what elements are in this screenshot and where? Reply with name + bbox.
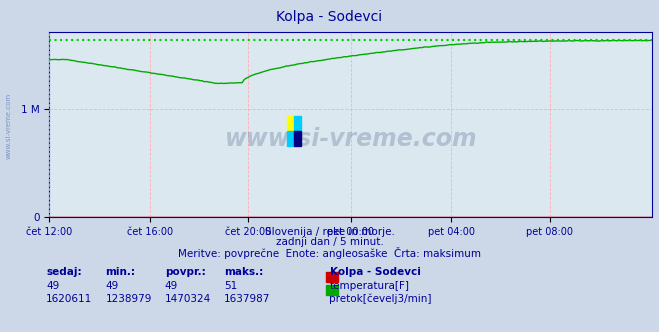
Text: Kolpa - Sodevci: Kolpa - Sodevci — [330, 267, 420, 277]
Text: www.si-vreme.com: www.si-vreme.com — [225, 127, 477, 151]
Text: Meritve: povprečne  Enote: angleosaške  Črta: maksimum: Meritve: povprečne Enote: angleosaške Čr… — [178, 247, 481, 259]
Text: sedaj:: sedaj: — [46, 267, 82, 277]
Text: 49: 49 — [46, 281, 59, 290]
Text: zadnji dan / 5 minut.: zadnji dan / 5 minut. — [275, 237, 384, 247]
Text: 49: 49 — [105, 281, 119, 290]
Text: temperatura[F]: temperatura[F] — [330, 281, 409, 290]
Text: 49: 49 — [165, 281, 178, 290]
Text: maks.:: maks.: — [224, 267, 264, 277]
Text: 1470324: 1470324 — [165, 294, 211, 304]
Text: pretok[čevelj3/min]: pretok[čevelj3/min] — [330, 294, 432, 304]
Text: 1637987: 1637987 — [224, 294, 270, 304]
Text: 1620611: 1620611 — [46, 294, 92, 304]
Text: min.:: min.: — [105, 267, 136, 277]
Text: Kolpa - Sodevci: Kolpa - Sodevci — [276, 10, 383, 24]
Text: 51: 51 — [224, 281, 237, 290]
Text: www.si-vreme.com: www.si-vreme.com — [5, 93, 12, 159]
Text: 1238979: 1238979 — [105, 294, 152, 304]
Text: povpr.:: povpr.: — [165, 267, 206, 277]
Text: Slovenija / reke in morje.: Slovenija / reke in morje. — [264, 227, 395, 237]
